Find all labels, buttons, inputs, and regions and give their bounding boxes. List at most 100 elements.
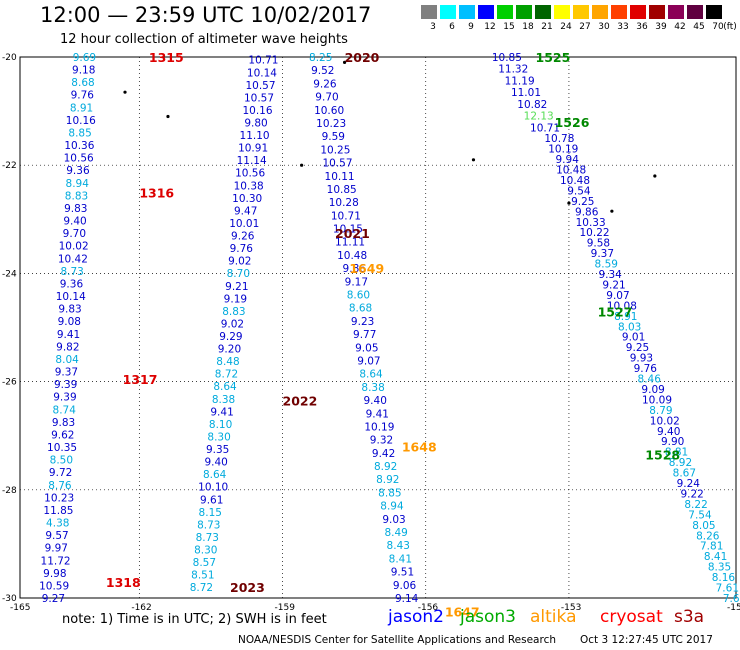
wave-height-value: 8.38 — [212, 394, 235, 406]
wave-height-value: 8.04 — [55, 354, 79, 366]
pass-time-label: 2022 — [283, 394, 318, 409]
wave-height-value: 9.23 — [351, 316, 374, 328]
wave-height-value: 10.16 — [66, 115, 96, 127]
wave-height-value: 9.20 — [218, 344, 241, 356]
wave-height-value: 9.40 — [63, 216, 86, 228]
wave-height-value: 9.36 — [66, 165, 90, 177]
wave-height-value: 11.11 — [335, 237, 365, 249]
wave-height-value: 10.14 — [247, 67, 277, 79]
wave-height-value: 9.06 — [393, 580, 417, 592]
color-tick-label: 6 — [449, 22, 455, 32]
wave-height-value: 8.35 — [708, 562, 731, 574]
island-marker — [342, 60, 347, 65]
wave-height-value: 9.94 — [556, 154, 580, 166]
wave-height-value: 10.23 — [44, 492, 74, 504]
color-tick-label: 42 — [674, 22, 686, 32]
wave-height-value: 10.48 — [560, 175, 590, 187]
color-swatch — [497, 5, 513, 19]
pass-time-label: 1315 — [149, 50, 184, 65]
wave-height-value: 9.39 — [54, 379, 77, 391]
wave-height-value: 10.22 — [580, 227, 610, 239]
wave-height-value: 9.76 — [71, 90, 95, 102]
wave-height-value: 9.83 — [52, 417, 75, 429]
wave-height-value: 8.91 — [70, 102, 93, 114]
wave-height-value: 9.57 — [45, 530, 68, 542]
wave-height-value: 10.30 — [232, 193, 262, 205]
wave-height-value: 9.25 — [626, 342, 649, 354]
wave-height-value: 10.85 — [492, 52, 522, 64]
wave-height-value: 10.56 — [64, 153, 94, 165]
x-tick-label: -165 — [10, 603, 30, 613]
wave-height-value: 8.50 — [50, 455, 73, 467]
wave-height-value: 9.24 — [677, 478, 701, 490]
wave-height-value: 10.56 — [235, 168, 265, 180]
legend-jason3: jason3 — [460, 607, 516, 627]
wave-height-value: 9.32 — [370, 435, 393, 447]
color-swatch — [649, 5, 665, 19]
color-swatch — [706, 5, 722, 19]
wave-height-value: 8.51 — [191, 570, 214, 582]
wave-height-value: 9.54 — [567, 185, 591, 197]
pass-time-label: 2023 — [230, 580, 265, 595]
wave-height-value: 9.76 — [634, 363, 658, 375]
wave-height-value: 8.59 — [595, 259, 618, 271]
wave-height-value: 9.93 — [630, 353, 653, 365]
wave-height-value: 9.47 — [234, 205, 257, 217]
wave-height-value: 9.42 — [372, 448, 395, 460]
wave-height-value: 9.07 — [357, 355, 380, 367]
wave-height-value: 11.72 — [41, 555, 71, 567]
island-marker — [610, 209, 614, 213]
wave-height-value: 8.64 — [213, 381, 237, 393]
color-swatch — [687, 5, 703, 19]
pass-time-label: 2021 — [335, 226, 370, 241]
wave-height-value: 9.02 — [221, 318, 244, 330]
color-tick-label: 9 — [468, 22, 474, 32]
wave-height-value: 10.71 — [331, 210, 361, 222]
wave-height-value: 9.05 — [355, 342, 378, 354]
y-tick-label: -22 — [2, 161, 17, 171]
legend-jason2: jason2 — [388, 607, 444, 627]
wave-height-value: 9.21 — [602, 279, 625, 291]
wave-height-value: 11.32 — [498, 64, 528, 76]
wave-height-value: 8.41 — [704, 551, 727, 563]
color-tick-label: 70 — [712, 22, 724, 32]
wave-height-value: 9.19 — [224, 293, 247, 305]
color-tick-label: 33 — [617, 22, 629, 32]
wave-height-value: 9.51 — [391, 567, 414, 579]
x-tick-label: -153 — [561, 603, 581, 613]
wave-height-value: 9.83 — [58, 304, 81, 316]
wave-height-value: 9.40 — [204, 457, 227, 469]
color-tick-label: 12 — [484, 22, 496, 32]
wave-height-value: 7.81 — [700, 541, 723, 553]
wave-height-value: 11.01 — [511, 87, 541, 99]
wave-height-value: 8.49 — [384, 527, 407, 539]
color-swatch — [611, 5, 627, 19]
wave-height-value: 8.64 — [359, 369, 383, 381]
pass-time-label: 1317 — [123, 372, 158, 387]
wave-height-value: 7.54 — [688, 509, 712, 521]
wave-height-value: 9.41 — [366, 408, 389, 420]
pass-time-label: 1649 — [349, 261, 384, 276]
wave-height-value: 10.11 — [325, 171, 355, 183]
wave-height-value: 10.14 — [56, 291, 86, 303]
island-marker — [123, 90, 127, 94]
wave-height-value: 4.38 — [46, 518, 69, 530]
wave-height-value: 10.60 — [314, 105, 344, 117]
x-tick-label: -159 — [275, 603, 296, 613]
wave-height-value: 9.37 — [55, 367, 78, 379]
wave-height-value: 8.83 — [222, 306, 245, 318]
wave-height-value: 10.48 — [337, 250, 367, 262]
wave-height-value: 8.92 — [376, 474, 399, 486]
wave-height-value: 9.97 — [45, 543, 68, 555]
legend-s3a: s3a — [674, 607, 705, 627]
wave-height-value: 9.14 — [395, 593, 419, 605]
color-swatch — [440, 5, 456, 19]
color-tick-label: 30 — [598, 22, 610, 32]
wave-height-value: 9.77 — [353, 329, 376, 341]
x-tick-label: -162 — [131, 603, 151, 613]
wave-height-value: 8.92 — [374, 461, 397, 473]
wave-height-value: 10.25 — [320, 144, 350, 156]
wave-height-value: 8.85 — [378, 487, 401, 499]
wave-height-value: 11.85 — [43, 505, 73, 517]
wave-height-value: 9.82 — [56, 341, 79, 353]
